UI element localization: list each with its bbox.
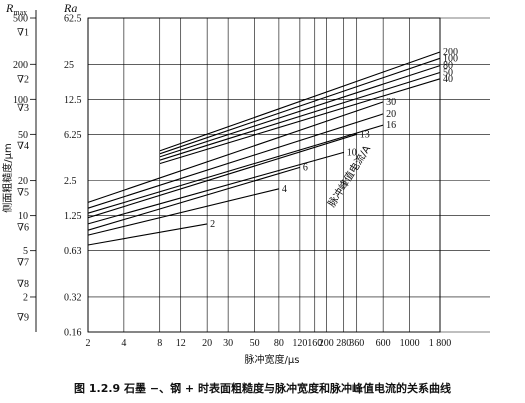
grade-label: ∇2 <box>17 74 29 85</box>
y-head-left-main: R <box>5 1 14 15</box>
series-line-20 <box>87 113 384 209</box>
series-line-200 <box>159 51 441 152</box>
x-tick-label: 160 <box>307 338 322 349</box>
series-line-100 <box>159 57 441 155</box>
rmax-tick-label: 200 <box>13 60 28 71</box>
grade-label: ∇9 <box>17 312 29 323</box>
grade-label: ∇5 <box>17 187 29 198</box>
series-line-13 <box>87 133 357 219</box>
series-label-30: 30 <box>386 97 396 108</box>
series-line-10 <box>87 151 344 225</box>
plot-frame <box>87 17 441 333</box>
rmax-tick-label: 5 <box>23 246 28 257</box>
series-line-2 <box>87 223 208 246</box>
ra-tick-label: 6.25 <box>64 130 82 141</box>
series-label-20: 20 <box>386 109 396 120</box>
series-label-50: 50 <box>443 68 453 79</box>
x-tick-label: 12 <box>176 338 186 349</box>
ra-tick-label: 25 <box>64 60 74 71</box>
grade-label: ∇6 <box>17 222 29 233</box>
series-label-40: 40 <box>443 74 453 85</box>
series-line-30 <box>87 101 384 203</box>
ra-tick-label: 0.63 <box>64 246 82 257</box>
series-label-80: 80 <box>443 61 453 72</box>
x-tick-label: 280 <box>336 338 351 349</box>
x-axis-label: 脉冲宽度/μs <box>245 353 300 366</box>
series-label-10: 10 <box>347 147 357 158</box>
x-tick-label: 1 800 <box>429 338 452 349</box>
ra-tick-label: 2.5 <box>64 176 77 187</box>
x-tick-label: 360 <box>349 338 364 349</box>
figure-caption: 图 1.2.9 石墨 −、钢 + 时表面粗糙度与脉冲宽度和脉冲峰值电流的关系曲线 <box>74 382 451 395</box>
rmax-tick-label: 100 <box>13 95 28 106</box>
grade-label: ∇1 <box>17 27 29 38</box>
x-tick-label: 80 <box>274 338 284 349</box>
y-head-left: Rmax <box>5 1 27 17</box>
series-label-2: 2 <box>210 219 215 230</box>
y-head-right: Ra <box>63 1 77 15</box>
axes <box>30 10 441 333</box>
ra-tick-label: 1.25 <box>64 211 82 222</box>
series-line-4 <box>87 188 280 236</box>
x-tick-label: 30 <box>223 338 233 349</box>
series-line-50 <box>159 71 441 161</box>
series-label-100: 100 <box>443 53 458 64</box>
x-tick-label: 20 <box>202 338 212 349</box>
series-lines <box>87 51 441 246</box>
x-tick-label: 4 <box>121 338 126 349</box>
x-tick-label: 8 <box>157 338 162 349</box>
grade-label: ∇8 <box>17 279 29 290</box>
x-tick-label: 1000 <box>400 338 420 349</box>
series-label-13: 13 <box>360 129 370 140</box>
ra-tick-label: 0.16 <box>64 328 82 339</box>
ra-tick-label: 62.5 <box>64 14 82 25</box>
series-label-6: 6 <box>303 162 308 173</box>
rmax-tick-label: 50 <box>18 130 28 141</box>
x-tick-label: 200 <box>319 338 334 349</box>
y-head-left-sub: max <box>13 8 27 17</box>
ra-tick-label: 0.32 <box>64 292 82 303</box>
y-axis-label: 侧面粗糙度/μm <box>1 143 14 212</box>
series-label-16: 16 <box>386 120 396 131</box>
rmax-tick-label: 20 <box>18 176 28 187</box>
series-line-16 <box>87 124 384 214</box>
rmax-tick-label: 500 <box>13 14 28 25</box>
rmax-tick-label: 2 <box>23 292 28 303</box>
series-label-200: 200 <box>443 47 458 58</box>
x-tick-label: 120 <box>292 338 307 349</box>
grade-label: ∇7 <box>17 257 29 268</box>
x-tick-label: 600 <box>376 338 391 349</box>
grade-label: ∇4 <box>17 141 29 152</box>
x-tick-label: 2 <box>86 338 91 349</box>
series-line-6 <box>87 166 301 231</box>
series-line-40 <box>159 78 441 165</box>
grade-label: ∇3 <box>17 103 29 114</box>
grid <box>87 17 490 333</box>
series-line-80 <box>159 65 441 158</box>
ra-tick-label: 12.5 <box>64 95 82 106</box>
series-label-4: 4 <box>282 184 287 195</box>
x-tick-label: 50 <box>250 338 260 349</box>
rmax-tick-label: 10 <box>18 211 28 222</box>
